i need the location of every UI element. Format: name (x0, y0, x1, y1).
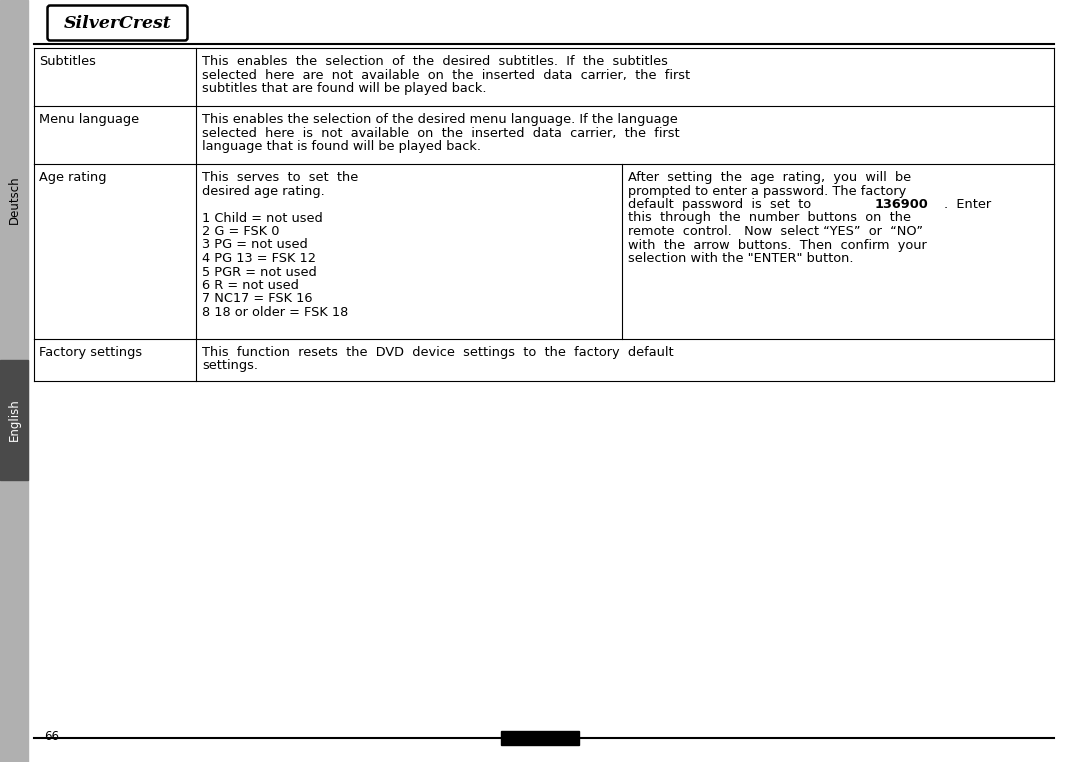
Text: This  enables  the  selection  of  the  desired  subtitles.  If  the  subtitles: This enables the selection of the desire… (202, 55, 667, 68)
Text: subtitles that are found will be played back.: subtitles that are found will be played … (202, 82, 486, 95)
Bar (501, 731, 579, 745)
Text: 3 PG = not used: 3 PG = not used (202, 239, 308, 251)
Text: settings.: settings. (202, 360, 258, 373)
Text: SilverCrest: SilverCrest (64, 14, 172, 31)
Text: Age rating: Age rating (39, 171, 107, 184)
Text: with  the  arrow  buttons.  Then  confirm  your: with the arrow buttons. Then confirm you… (627, 239, 927, 251)
Text: selection with the "ENTER" button.: selection with the "ENTER" button. (627, 252, 853, 265)
Text: After  setting  the  age  rating,  you  will  be: After setting the age rating, you will b… (627, 171, 912, 184)
Text: this  through  the  number  buttons  on  the: this through the number buttons on the (627, 212, 912, 225)
Text: 6 R = not used: 6 R = not used (202, 279, 299, 292)
Text: 66: 66 (44, 730, 59, 743)
Text: remote  control.   Now  select “YES”  or  “NO”: remote control. Now select “YES” or “NO” (627, 225, 923, 238)
Text: .  Enter: . Enter (944, 198, 991, 211)
Text: selected  here  is  not  available  on  the  inserted  data  carrier,  the  firs: selected here is not available on the in… (202, 126, 679, 139)
Text: Deutsch: Deutsch (8, 176, 21, 224)
Text: 1 Child = not used: 1 Child = not used (202, 212, 323, 225)
Text: Factory settings: Factory settings (39, 346, 143, 359)
Text: 2 G = FSK 0: 2 G = FSK 0 (202, 225, 280, 238)
Text: 8 18 or older = FSK 18: 8 18 or older = FSK 18 (202, 306, 348, 319)
Text: Menu language: Menu language (39, 113, 139, 126)
Text: English: English (8, 399, 21, 441)
Text: desired age rating.: desired age rating. (202, 184, 325, 197)
Text: prompted to enter a password. The factory: prompted to enter a password. The factor… (627, 184, 906, 197)
FancyBboxPatch shape (48, 5, 188, 40)
Bar (0, 0, 28, 762)
Bar (0, 360, 28, 480)
Text: language that is found will be played back.: language that is found will be played ba… (202, 140, 481, 153)
Text: This  function  resets  the  DVD  device  settings  to  the  factory  default: This function resets the DVD device sett… (202, 346, 674, 359)
Text: This enables the selection of the desired menu language. If the language: This enables the selection of the desire… (202, 113, 678, 126)
Text: selected  here  are  not  available  on  the  inserted  data  carrier,  the  fir: selected here are not available on the i… (202, 69, 690, 82)
Text: 136900: 136900 (875, 198, 929, 211)
Text: default  password  is  set  to: default password is set to (627, 198, 820, 211)
Text: This  serves  to  set  the: This serves to set the (202, 171, 359, 184)
Text: 7 NC17 = FSK 16: 7 NC17 = FSK 16 (202, 293, 312, 306)
Text: 5 PGR = not used: 5 PGR = not used (202, 265, 316, 278)
Text: Subtitles: Subtitles (39, 55, 96, 68)
Text: 4 PG 13 = FSK 12: 4 PG 13 = FSK 12 (202, 252, 316, 265)
